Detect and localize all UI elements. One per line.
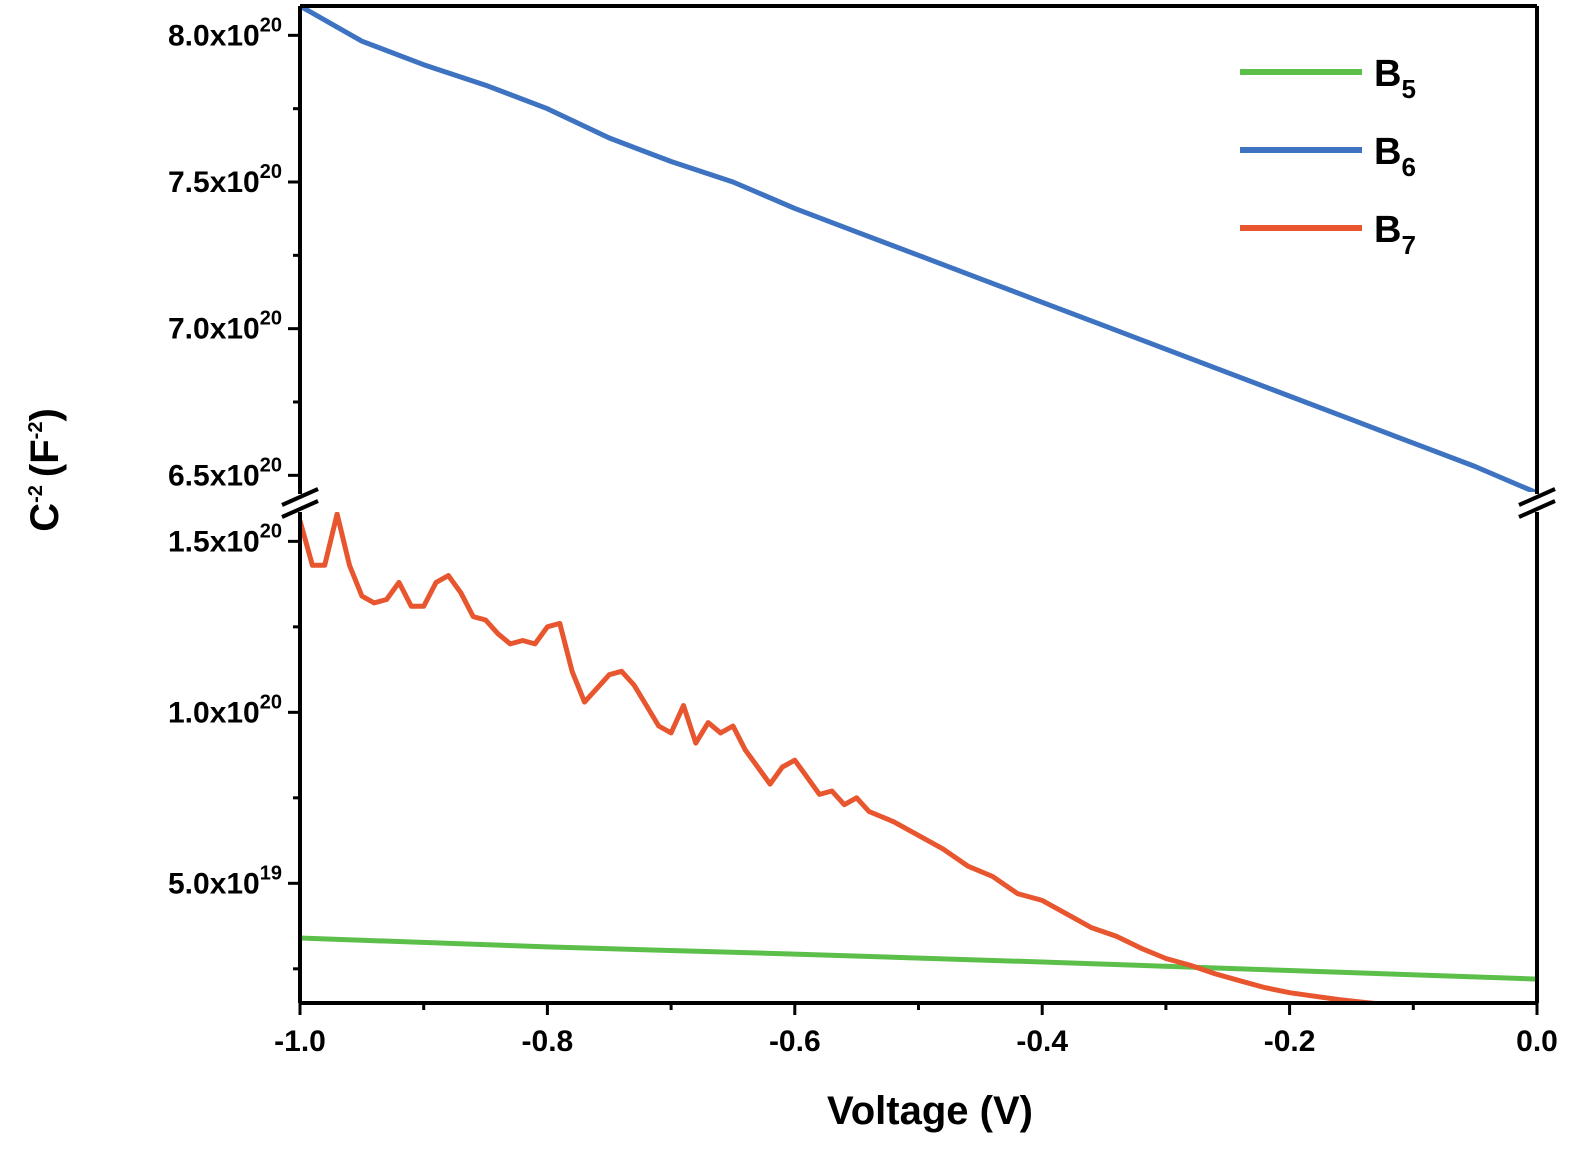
y-axis-title: C-2(F-2) — [23, 408, 67, 532]
x-tick-label: -1.0 — [274, 1025, 326, 1058]
y-tick-label: 6.5x1020 — [168, 454, 282, 492]
x-tick-label: -0.4 — [1016, 1025, 1068, 1058]
x-tick-label: 0.0 — [1516, 1025, 1558, 1058]
y-tick-label: 7.5x1020 — [168, 161, 282, 199]
legend-label-b6: B6 — [1374, 131, 1416, 182]
axis-break-mark — [1518, 487, 1556, 507]
axes: -1.0 -0.8 -0.6 -0.4 -0.2 0.0 6.5x1020 7.0x1020 7… — [168, 4, 1558, 1058]
y-tick-label: 1.5x1020 — [168, 520, 282, 558]
y-tick-label: 1.0x1020 — [168, 691, 282, 729]
axis-break-mark — [1518, 499, 1556, 519]
y-tick-label: 8.0x1020 — [168, 14, 282, 52]
legend-label-b7: B7 — [1374, 209, 1416, 260]
legend: B5 B6 B7 — [1240, 53, 1416, 260]
legend-label-b5: B5 — [1374, 53, 1416, 104]
y-tick-label: 5.0x1019 — [168, 862, 282, 900]
x-tick-label: -0.6 — [769, 1025, 821, 1058]
axis-break-mark — [281, 487, 319, 507]
plot-area — [300, 4, 1537, 1005]
series-line-b7 — [300, 512, 1454, 1005]
x-tick-label: -0.8 — [522, 1025, 574, 1058]
axis-break-mark — [281, 499, 319, 519]
series-line-b6 — [300, 4, 1537, 492]
x-tick-label: -0.2 — [1264, 1025, 1316, 1058]
series-line-b5 — [300, 935, 1537, 982]
y-tick-label: 7.0x1020 — [168, 308, 282, 346]
x-axis-title: Voltage (V) — [827, 1089, 1033, 1133]
